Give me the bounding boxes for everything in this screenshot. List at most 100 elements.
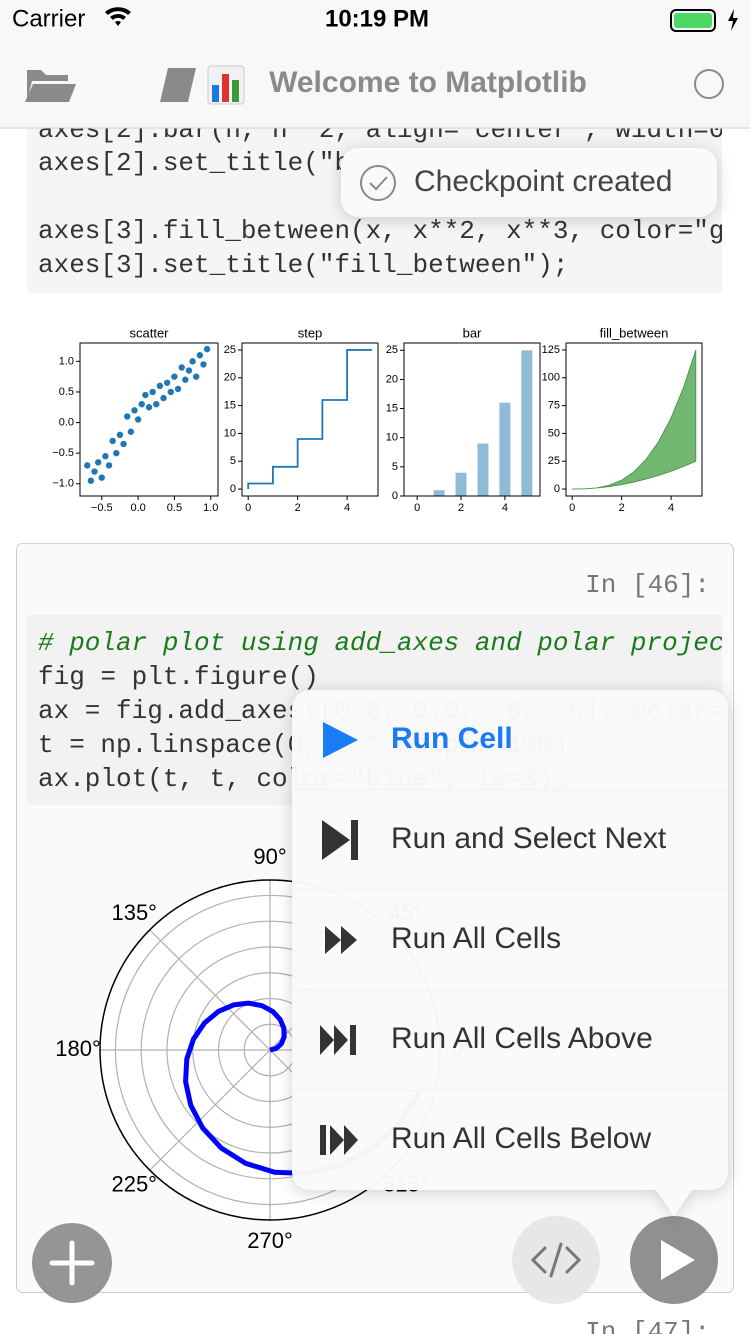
subplot: step 0 2 4 0 5 10 15 20 25 xyxy=(224,325,379,514)
point xyxy=(171,373,178,380)
point xyxy=(116,431,124,438)
subplot-title: bar xyxy=(463,325,482,340)
point xyxy=(182,376,189,383)
subplot: bar 0 2 4 0 5 10 15 20 25 xyxy=(386,325,541,514)
cell-prompt: In [46]: xyxy=(585,570,710,600)
y-tick-label: 50 xyxy=(548,427,560,439)
point xyxy=(193,373,200,380)
menu-item[interactable]: Run and Select Next xyxy=(290,820,728,891)
y-tick-label: 20 xyxy=(224,372,236,384)
x-tick-label: 0.0 xyxy=(130,502,145,514)
subplot: scatter −0.5 0.0 0.5 1.0 −1.0 −0.5 0.0 0.5 1.0 xyxy=(52,325,219,514)
y-tick-label: 0 xyxy=(554,483,560,495)
wifi-icon xyxy=(105,7,131,26)
check-icon xyxy=(360,165,396,201)
menu-label: Run Cell xyxy=(391,722,513,755)
x-tick-label: 4 xyxy=(668,502,674,514)
menu-label: Run All Cells xyxy=(391,922,561,955)
code-icon xyxy=(530,1242,582,1278)
plus-icon xyxy=(49,1240,95,1286)
point xyxy=(98,474,105,481)
point xyxy=(105,462,113,469)
point xyxy=(131,407,138,414)
cell-prompt: In [47]: xyxy=(585,1317,710,1334)
y-tick-label: 75 xyxy=(548,399,560,411)
menu-item[interactable]: Run All Cells Below xyxy=(320,1122,651,1155)
x-tick-label: 1.0 xyxy=(203,502,218,514)
menu-icon xyxy=(320,1125,358,1155)
bar xyxy=(499,402,511,496)
menu-label: Run All Cells Above xyxy=(391,1022,653,1055)
point xyxy=(142,391,149,399)
code-line: fig = plt.figure() xyxy=(38,662,319,692)
point xyxy=(189,358,196,365)
folder-button[interactable] xyxy=(25,70,76,102)
point xyxy=(124,413,131,420)
y-tick-label: 25 xyxy=(386,344,398,356)
theta-grid xyxy=(149,929,271,1051)
x-tick-label: 0 xyxy=(569,502,575,514)
menu-label: Run All Cells Below xyxy=(391,1122,651,1155)
point xyxy=(113,449,120,457)
menu-icon xyxy=(322,820,358,860)
menu-item[interactable]: Run All Cells Above xyxy=(290,1022,728,1091)
point xyxy=(91,468,98,475)
bar xyxy=(521,350,533,496)
y-tick-label: 0.5 xyxy=(59,386,74,398)
y-tick-label: 0 xyxy=(392,490,398,502)
y-tick-label: 100 xyxy=(542,372,560,384)
axes-frame xyxy=(565,342,703,497)
x-tick-label: 2 xyxy=(619,502,625,514)
y-tick-label: 20 xyxy=(386,373,398,385)
nav-title: Welcome to Matplotlib xyxy=(269,66,587,99)
code-line: axes[3].set_title("fill_between"); xyxy=(38,250,569,280)
y-tick-label: −1.0 xyxy=(52,478,74,490)
point xyxy=(145,404,153,411)
toast xyxy=(341,148,717,217)
menu-icon xyxy=(320,1025,356,1055)
axes-frame xyxy=(241,342,379,497)
menu-label: Run and Select Next xyxy=(391,822,667,855)
chart-icon xyxy=(207,65,245,105)
bar xyxy=(455,472,467,496)
point xyxy=(138,401,145,408)
y-tick-label: 125 xyxy=(542,344,560,356)
x-tick-label: 0 xyxy=(414,502,420,514)
y-tick-label: 1.0 xyxy=(59,355,74,367)
code-line: # polar plot using add_axes and polar pr… xyxy=(38,628,750,658)
menu-item[interactable]: Run Cell xyxy=(290,722,728,791)
point xyxy=(156,382,164,390)
kernel-status[interactable] xyxy=(694,69,724,99)
carrier: Carrier xyxy=(12,5,85,32)
point xyxy=(127,428,135,435)
point xyxy=(196,352,204,359)
menu-item[interactable]: Run All Cells xyxy=(290,922,728,991)
subplot: fill_between 0 2 4 0 25 50 75 100 125 xyxy=(542,325,703,514)
theta-grid xyxy=(149,1049,271,1171)
point xyxy=(167,388,174,396)
theta-label: 90° xyxy=(253,844,286,869)
nav-bar xyxy=(0,0,750,128)
point xyxy=(134,416,142,423)
x-tick-label: 0 xyxy=(245,502,251,514)
play-icon xyxy=(661,1240,695,1280)
check-mark xyxy=(369,176,388,191)
menu-icon xyxy=(325,926,357,954)
x-tick-label: 2 xyxy=(295,502,301,514)
point xyxy=(160,394,167,402)
point xyxy=(203,345,211,353)
subplot-title: step xyxy=(298,325,323,340)
x-tick-label: 4 xyxy=(502,502,508,514)
y-tick-label: 10 xyxy=(224,427,236,439)
axes-frame xyxy=(403,342,541,497)
point xyxy=(84,462,91,469)
point xyxy=(153,401,160,408)
filled-area xyxy=(572,349,697,490)
y-tick-label: 25 xyxy=(224,344,236,356)
axes-frame xyxy=(79,342,219,497)
point xyxy=(185,367,193,374)
run-menu xyxy=(292,690,728,1216)
step-line xyxy=(247,349,372,490)
point xyxy=(149,388,156,396)
y-tick-label: −0.5 xyxy=(52,447,74,459)
